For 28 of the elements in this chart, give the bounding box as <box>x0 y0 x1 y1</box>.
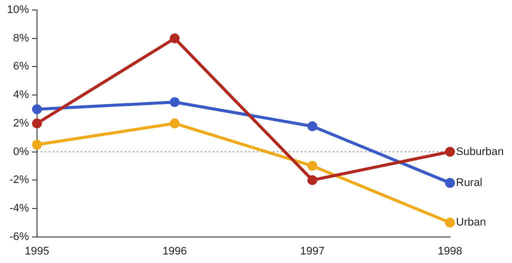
x-tick-label: 1996 <box>162 245 187 258</box>
point <box>445 146 455 157</box>
point <box>170 33 180 44</box>
y-tick-label: 2% <box>13 117 30 130</box>
point <box>307 121 318 132</box>
x-tick-label: 1997 <box>300 245 325 258</box>
x-tick-label: 1998 <box>438 245 462 258</box>
point <box>307 175 318 186</box>
y-tick-label: -4% <box>9 202 30 214</box>
point <box>445 218 455 228</box>
y-tick-label: 0% <box>13 146 30 158</box>
point <box>445 178 455 188</box>
x-tick-label: 1995 <box>24 245 50 258</box>
y-tick-label: 10% <box>6 4 30 16</box>
series-label: Suburban <box>456 146 504 158</box>
y-tick-label: -6% <box>9 230 30 243</box>
point <box>32 118 42 128</box>
y-tick-label: 6% <box>13 60 30 73</box>
point <box>307 160 318 171</box>
series-label: Rural <box>456 176 482 189</box>
series-label: Urban <box>456 216 486 229</box>
point <box>32 140 42 150</box>
point <box>32 104 42 114</box>
y-tick-label: -2% <box>9 174 30 186</box>
point <box>170 97 180 108</box>
point <box>170 118 180 128</box>
y-tick-label: 4% <box>13 89 30 102</box>
y-tick-label: 8% <box>13 32 30 44</box>
